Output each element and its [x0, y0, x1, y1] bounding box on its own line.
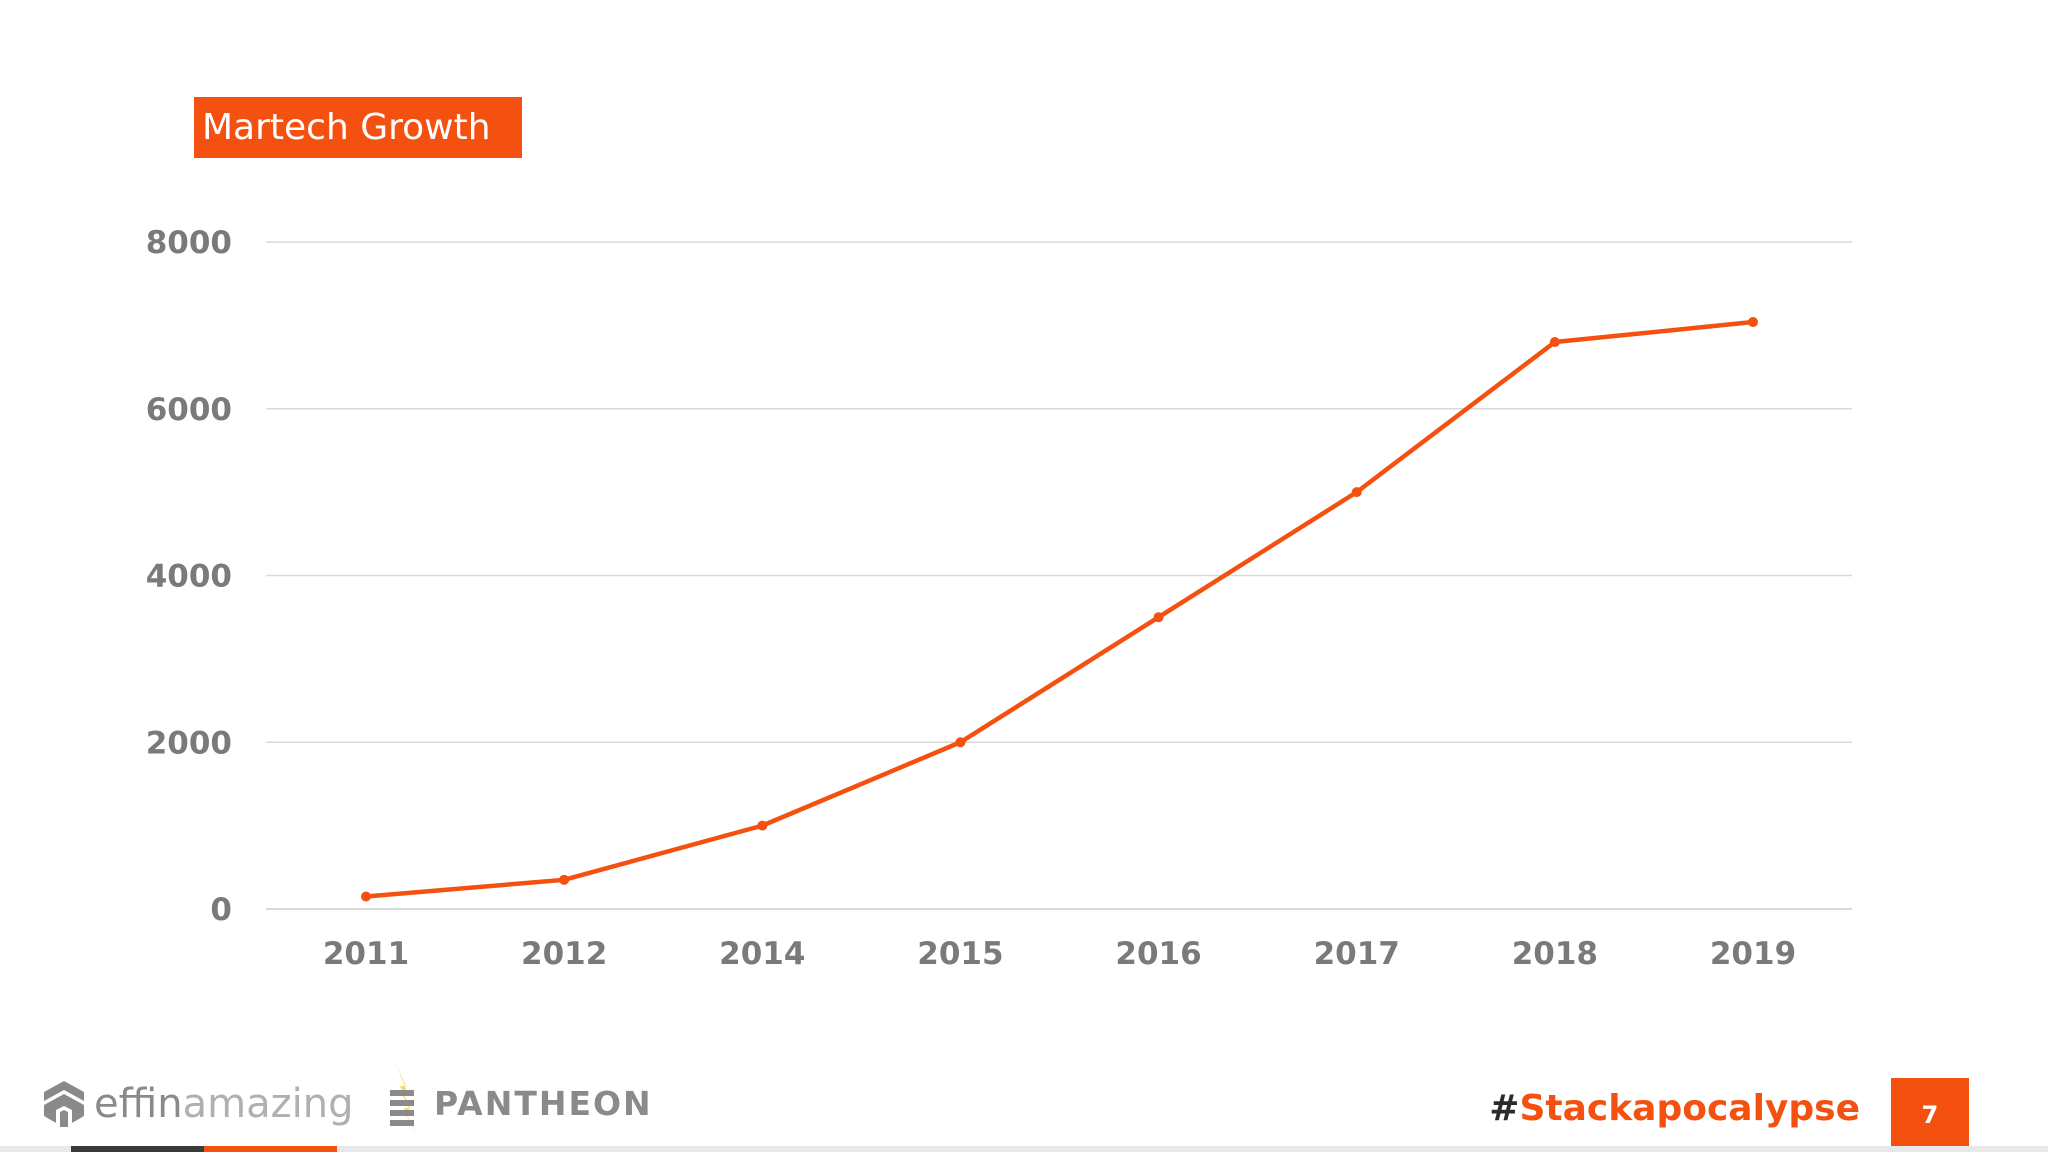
x-tick-label: 2012	[521, 936, 607, 972]
effinamazing-wordmark: effinamazing	[94, 1081, 354, 1127]
chart-gridlines	[266, 241, 1852, 910]
y-tick-label: 0	[210, 892, 232, 928]
data-point	[757, 820, 768, 831]
x-axis-ticks: 2011 2012 2014 2015 2016 2017 2018 2019	[323, 936, 1796, 972]
data-point	[559, 874, 570, 885]
pantheon-bolt-icon	[390, 1064, 420, 1142]
y-tick-label: 8000	[146, 225, 232, 261]
x-tick-label: 2017	[1314, 936, 1400, 972]
x-tick-label: 2011	[323, 936, 409, 972]
x-tick-label: 2015	[917, 936, 1003, 972]
data-point	[1351, 487, 1362, 498]
data-point	[1153, 612, 1164, 623]
bottom-progress-track	[0, 1146, 2048, 1152]
slide-title: Martech Growth	[194, 97, 522, 158]
bottom-bar-dark-segment	[71, 1146, 204, 1152]
x-tick-label: 2014	[719, 936, 805, 972]
pantheon-wordmark: PANTHEON	[434, 1083, 653, 1123]
x-tick-label: 2019	[1710, 936, 1796, 972]
x-tick-label: 2018	[1512, 936, 1598, 972]
bottom-bar-orange-segment	[204, 1146, 337, 1152]
data-point	[1748, 317, 1758, 328]
pantheon-logo: PANTHEON	[386, 1064, 653, 1142]
data-point	[1549, 337, 1560, 348]
y-tick-label: 2000	[146, 725, 232, 761]
hashtag: #Stackapocalypse	[1489, 1088, 1860, 1129]
series-line	[363, 319, 1756, 899]
chart-series	[361, 317, 1758, 902]
y-tick-label: 4000	[146, 559, 232, 595]
data-point	[955, 737, 966, 748]
y-tick-label: 6000	[146, 392, 232, 428]
page-number: 7	[1891, 1078, 1969, 1152]
y-axis-ticks: 0 2000 4000 6000 8000	[146, 225, 232, 928]
effinamazing-icon	[44, 1081, 84, 1127]
x-tick-label: 2016	[1115, 936, 1201, 972]
effinamazing-logo: effinamazing	[42, 1078, 353, 1130]
data-point	[361, 891, 371, 902]
